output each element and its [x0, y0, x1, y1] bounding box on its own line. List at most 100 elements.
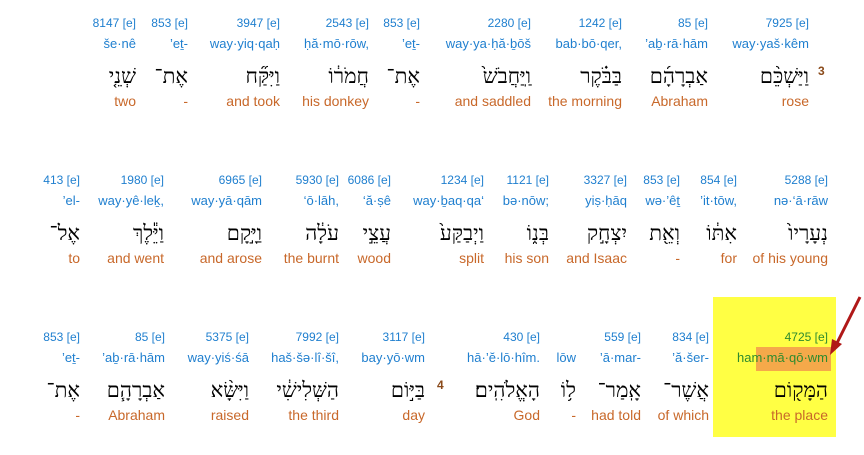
hebrew-word: אַבְרָהָ֧ם: [106, 378, 165, 402]
strongs-number[interactable]: 2280 [e]: [487, 16, 531, 30]
word-block[interactable]: 1242 [e] bab·bō·qer, בַּבֹּ֗קֶר the morning: [548, 14, 622, 112]
strongs-number[interactable]: [556, 328, 576, 346]
word-block[interactable]: 85 [e] ’aḇ·rā·hām אַבְרָהָ֧ם Abraham: [102, 328, 165, 426]
strongs-number[interactable]: 5288 [e]: [784, 173, 828, 187]
strongs-number[interactable]: 1234 [e]: [440, 173, 484, 187]
strongs-number[interactable]: 1121 [e]: [506, 173, 549, 187]
strongs-number[interactable]: 1980 [e]: [120, 173, 164, 187]
arrow-pointer-icon: [830, 296, 862, 355]
transliteration: way·ya·ḥă·ḇōš: [445, 36, 531, 51]
transliteration: ’el-: [62, 193, 80, 208]
word-block[interactable]: 3327 [e] yiṣ·ḥāq יִצְחָ֣ק and Isaac: [566, 171, 627, 269]
transliteration: ham·mā·qō·wm: [736, 350, 828, 365]
word-block[interactable]: 2543 [e] ḥă·mō·rōw, חֲמֹר֔וֹ his donkey: [302, 14, 369, 112]
word-block[interactable]: 3947 [e] way·yiq·qaḥ וַיִּקַּ֞ח and took: [210, 14, 280, 112]
transliteration: ‘ō·lāh,: [303, 193, 339, 208]
strongs-number[interactable]: 853 [e]: [383, 16, 420, 30]
word-block[interactable]: 1121 [e] bə·nōw; בְּנ֑וֹ his son: [503, 171, 549, 269]
word-block-highlighted[interactable]: 4725 [e] ham·mā·qō·wm הַמָּק֖וֹם the place: [737, 328, 828, 426]
strongs-number[interactable]: 85 [e]: [677, 16, 708, 30]
strongs-number[interactable]: 853 [e]: [43, 330, 80, 344]
strongs-number[interactable]: 3327 [e]: [583, 173, 627, 187]
hebrew-word: בַּיּ֣וֹם: [390, 378, 425, 402]
word-block[interactable]: 5288 [e] nə·‘ā·rāw נְעָרָיו֙ of his young: [753, 171, 829, 269]
word-block[interactable]: 2280 [e] way·ya·ḥă·ḇōš וַֽיַּחֲבֹשׁ֙ and sa…: [446, 14, 531, 112]
word-block[interactable]: 853 [e] ’eṯ- אֶת־ -: [43, 328, 80, 426]
hebrew-word: ל֥וֹ: [560, 378, 576, 402]
strongs-number[interactable]: 2543 [e]: [325, 16, 369, 30]
gloss: and took: [226, 93, 280, 109]
strongs-number[interactable]: 5375 [e]: [205, 330, 249, 344]
gloss: his donkey: [302, 93, 369, 109]
word-block[interactable]: 5375 [e] way·yiś·śā וַיִּשָּׂ֨א raised: [188, 328, 249, 426]
gloss: -: [415, 93, 420, 109]
word-block[interactable]: 8147 [e] še·nê שְׁנֵ֤י two: [93, 14, 136, 112]
word-block[interactable]: 1234 [e] way·ḇaq·qa‘ וַיְבַקַּע֙ split: [413, 171, 484, 269]
strongs-number[interactable]: 1242 [e]: [578, 16, 622, 30]
strongs-number[interactable]: 6086 [e]: [347, 173, 391, 187]
strongs-number[interactable]: 8147 [e]: [92, 16, 136, 30]
hebrew-word: וַיְבַקַּע֙: [439, 221, 484, 245]
gloss: rose: [781, 93, 809, 109]
word-block[interactable]: 853 [e] ’eṯ- אֶת־ -: [151, 14, 188, 112]
transliteration: way·yiś·śā: [187, 350, 249, 365]
hebrew-word: עֲצֵ֣י: [362, 221, 391, 245]
strongs-number[interactable]: 854 [e]: [700, 173, 737, 187]
highlight-selection: [756, 347, 831, 371]
word-block[interactable]: 7925 [e] way·yaš·kêm וַיַּשְׁכֵּ֨ם rose: [732, 14, 809, 112]
strongs-number[interactable]: 85 [e]: [134, 330, 165, 344]
gloss: had told: [591, 407, 641, 423]
word-block[interactable]: 559 [e] ’ā·mar- אָֽמַר־ had told: [591, 328, 641, 426]
strongs-number[interactable]: 4725 [e]: [784, 330, 828, 344]
gloss: to: [68, 250, 80, 266]
word-block[interactable]: 853 [e] ’eṯ- אֶת־ -: [383, 14, 420, 112]
strongs-number[interactable]: 853 [e]: [151, 16, 188, 30]
transliteration: ‘ă·ṣê: [362, 193, 391, 208]
strongs-number[interactable]: 6965 [e]: [218, 173, 262, 187]
gloss: -: [183, 93, 188, 109]
word-block[interactable]: 834 [e] ’ă·šer- אֲשֶׁר־ of which: [658, 328, 709, 426]
strongs-number[interactable]: 559 [e]: [604, 330, 641, 344]
verse-number: 4: [437, 378, 444, 392]
strongs-number[interactable]: 7925 [e]: [765, 16, 809, 30]
transliteration: hā·’ĕ·lō·hîm.: [467, 350, 540, 365]
word-block[interactable]: 413 [e] ’el- אֶל־ to: [43, 171, 80, 269]
word-block[interactable]: lōw ל֥וֹ -: [556, 328, 576, 426]
strongs-number[interactable]: 3117 [e]: [382, 330, 425, 344]
gloss: two: [114, 93, 136, 109]
word-block[interactable]: 853 [e] wə·’êṯ וְאֵ֖ת -: [643, 171, 680, 269]
gloss: -: [75, 407, 80, 423]
strongs-number[interactable]: 3947 [e]: [236, 16, 280, 30]
strongs-number[interactable]: 413 [e]: [43, 173, 80, 187]
gloss: raised: [210, 407, 249, 423]
gloss: day: [402, 407, 425, 423]
word-block[interactable]: 7992 [e] haš·šə·lî·šî, הַשְּׁלִישִׁ֔י the t…: [271, 328, 339, 426]
transliteration: ḥă·mō·rōw,: [303, 36, 369, 51]
hebrew-word: וַיָּ֣קָם: [226, 221, 262, 245]
transliteration: ’eṯ-: [169, 36, 188, 51]
word-block[interactable]: 430 [e] hā·’ĕ·lō·hîm. הָאֱלֹהִֽים׃ God: [467, 328, 540, 426]
word-block[interactable]: 1980 [e] way·yê·leḵ, וַיֵּ֕לֶךְ and went: [98, 171, 164, 269]
gloss: for: [720, 250, 737, 266]
gloss: the morning: [548, 93, 622, 109]
gloss: the third: [288, 407, 339, 423]
hebrew-word: וַיַּשְׁכֵּ֨ם: [759, 64, 809, 88]
gloss: and went: [107, 250, 164, 266]
word-block[interactable]: 854 [e] ’it·tōw, אִתּ֔וֹ for: [700, 171, 737, 269]
word-block[interactable]: 6086 [e] ‘ă·ṣê עֲצֵ֣י wood: [348, 171, 391, 269]
gloss: Abraham: [108, 407, 165, 423]
word-block[interactable]: 85 [e] ’aḇ·rā·hām אַבְרָהָ֜ם Abraham: [645, 14, 708, 112]
strongs-number[interactable]: 834 [e]: [672, 330, 709, 344]
strongs-number[interactable]: 853 [e]: [643, 173, 680, 187]
transliteration: way·yaš·kêm: [732, 36, 809, 51]
strongs-number[interactable]: 5930 [e]: [295, 173, 339, 187]
word-block[interactable]: 5930 [e] ‘ō·lāh, עֹלָ֔ה the burnt: [284, 171, 339, 269]
word-block[interactable]: 6965 [e] way·yā·qām וַיָּ֣קָם and arose: [191, 171, 262, 269]
strongs-number[interactable]: 430 [e]: [503, 330, 540, 344]
gloss: and Isaac: [566, 250, 627, 266]
verse-number: 3: [818, 64, 825, 78]
word-block[interactable]: 3117 [e] bay·yō·wm בַּיּ֣וֹם day: [361, 328, 425, 426]
strongs-number[interactable]: 7992 [e]: [295, 330, 339, 344]
hebrew-word: הַמָּק֖וֹם: [773, 378, 828, 402]
transliteration: way·yê·leḵ,: [98, 193, 164, 208]
